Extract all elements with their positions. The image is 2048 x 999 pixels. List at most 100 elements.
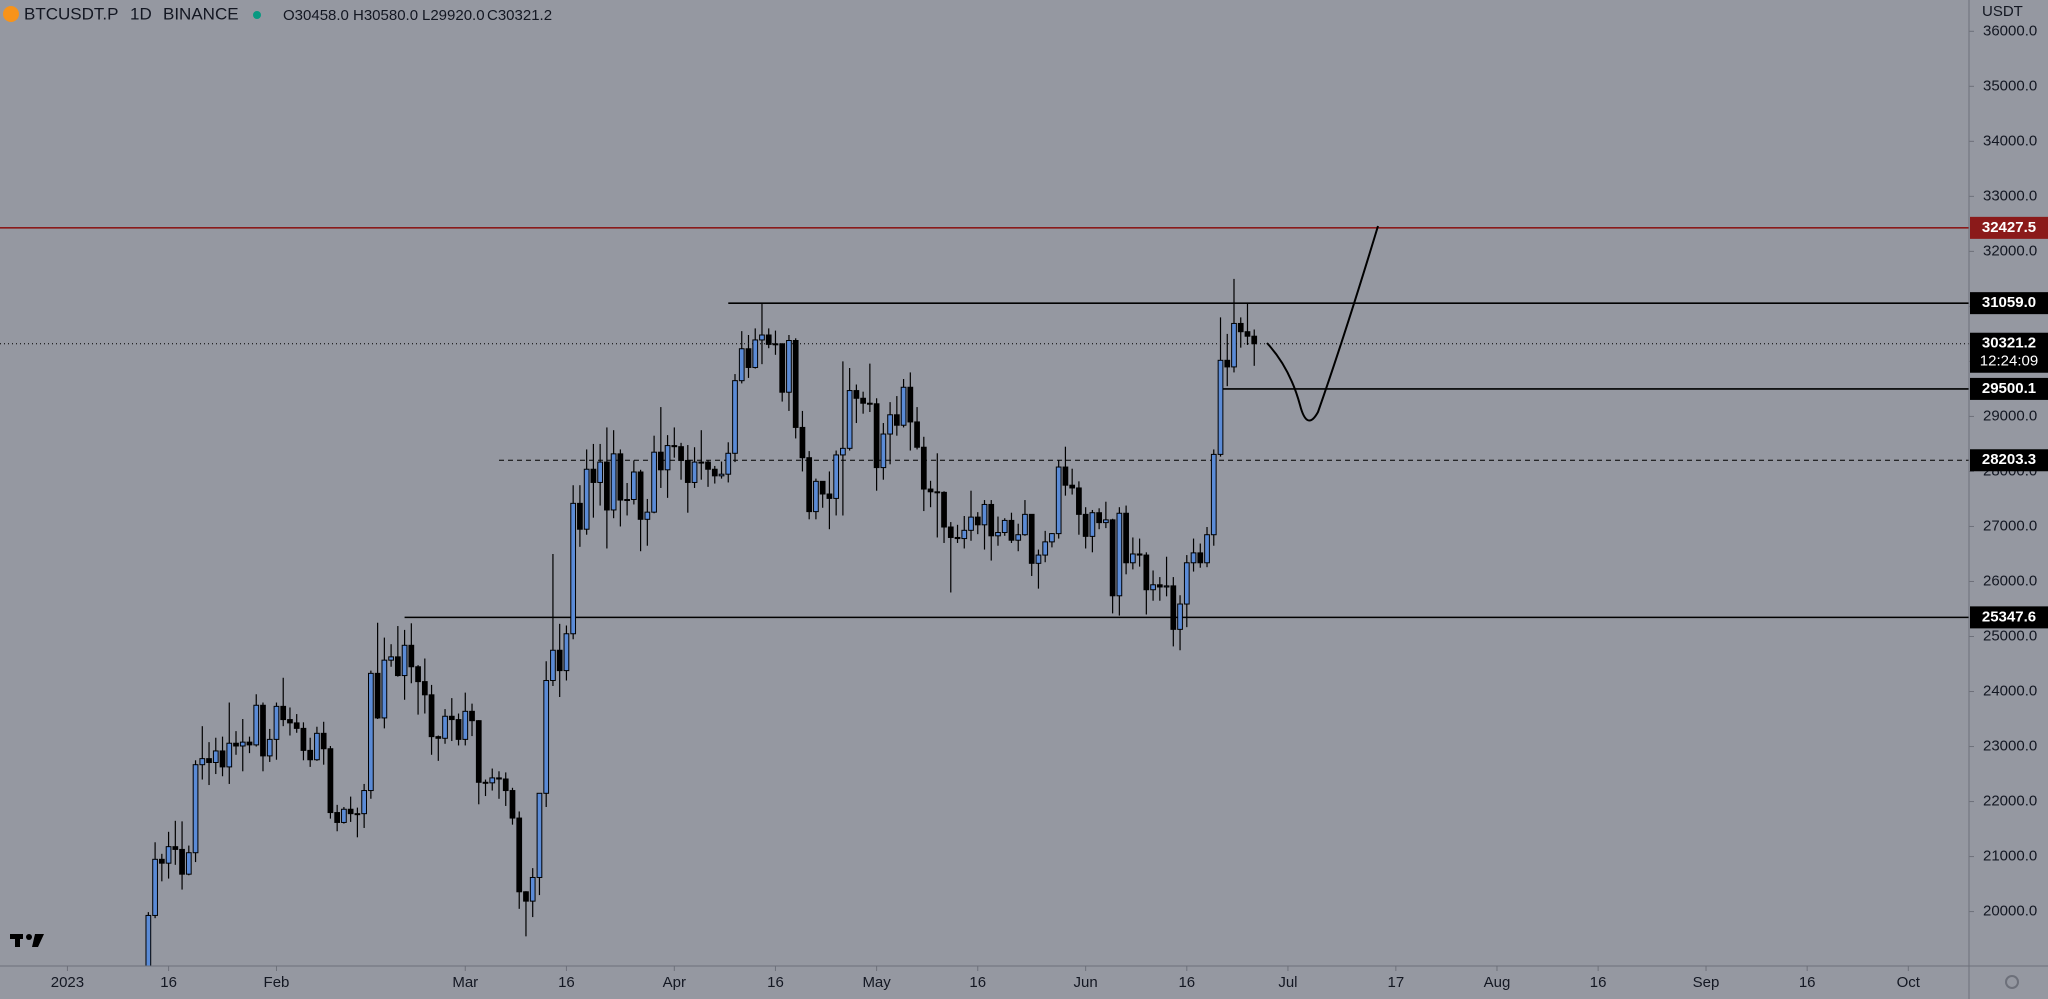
candle-body	[637, 471, 644, 520]
candle-body	[374, 672, 381, 719]
candle-body	[671, 445, 678, 448]
candle-body	[1049, 533, 1055, 543]
candle-body	[536, 792, 543, 878]
candle-body	[280, 705, 287, 721]
candle-body	[819, 480, 826, 495]
candle-body	[840, 447, 846, 456]
candle-body	[1055, 466, 1062, 535]
candle-body	[853, 390, 860, 399]
candle-body	[442, 715, 448, 739]
candle-body	[1177, 603, 1183, 630]
level-label: 28203.3	[1982, 451, 2036, 468]
candle-body	[765, 334, 772, 345]
candle-body	[914, 421, 920, 448]
candle-body	[752, 339, 759, 368]
candle-body	[1123, 512, 1129, 564]
candle-body	[630, 471, 637, 501]
ohlc-high: H30580.0	[353, 7, 418, 24]
candle-body	[759, 334, 765, 341]
candle-body	[172, 846, 179, 850]
candle-body	[448, 715, 455, 721]
y-tick-label: 26000.0	[1983, 572, 2037, 589]
candle-body	[813, 480, 819, 513]
tv-logo	[10, 934, 44, 947]
interval: 1D	[130, 4, 152, 23]
candle-body	[725, 452, 732, 475]
candle-body	[253, 704, 260, 746]
settings-icon[interactable]	[2005, 975, 2019, 989]
level-label-bg	[1970, 377, 2048, 400]
candle-body	[307, 749, 314, 761]
candle-body	[577, 502, 583, 530]
candle-body	[388, 656, 394, 661]
candle-body	[1082, 513, 1089, 537]
y-tick-label: 29000.0	[1983, 407, 2037, 424]
candle-body	[738, 348, 745, 382]
candle-body	[516, 817, 523, 893]
candle-body	[293, 722, 300, 729]
candle-body	[455, 719, 462, 740]
candle-body	[1028, 513, 1035, 564]
candle-body	[657, 451, 664, 471]
candle-body	[1015, 534, 1022, 541]
candle-body	[792, 340, 799, 428]
candle-body	[678, 446, 684, 461]
y-tick-label: 21000.0	[1983, 848, 2037, 865]
candle-body	[1210, 453, 1217, 536]
candle-body	[347, 808, 354, 815]
candle-body	[394, 656, 401, 677]
currency[interactable]: USDT	[1982, 3, 2023, 20]
candle-body	[529, 876, 536, 902]
x-tick-label: May	[862, 974, 891, 991]
level-label: 31059.0	[1982, 294, 2036, 311]
y-tick-label: 32000.0	[1983, 242, 2037, 259]
y-tick-label: 35000.0	[1983, 77, 2037, 94]
ohlc-low: L29920.0	[422, 7, 485, 24]
countdown: 12:24:09	[1980, 353, 2038, 370]
status-dot	[253, 11, 261, 19]
candle-body	[239, 741, 246, 747]
candle-body	[266, 738, 273, 757]
candle-body	[893, 414, 900, 426]
candle-body	[1136, 553, 1143, 556]
candle-body	[1076, 487, 1082, 515]
candle-body	[1022, 513, 1028, 536]
level-label: 30321.2	[1982, 335, 2036, 352]
x-tick-label: 16	[1799, 974, 1816, 991]
x-tick-label: 16	[160, 974, 177, 991]
candle-body	[684, 459, 691, 483]
y-tick-label: 36000.0	[1983, 22, 2037, 39]
candle-body	[354, 813, 361, 816]
candle-body	[428, 694, 435, 738]
x-tick-label: 2023	[51, 974, 84, 991]
candle-body	[408, 644, 415, 668]
candle-body	[651, 451, 657, 513]
candle-body	[482, 781, 489, 784]
candle-body	[947, 526, 954, 538]
candle-body	[786, 340, 792, 393]
candle-body	[462, 710, 469, 740]
y-tick-label: 20000.0	[1983, 903, 2037, 920]
candle-body	[179, 848, 185, 875]
candle-body	[502, 778, 509, 792]
candle-body	[1237, 322, 1244, 333]
candle-body	[1008, 519, 1015, 541]
candle-body	[1204, 534, 1210, 564]
candle-body	[496, 777, 502, 780]
candle-body	[1251, 335, 1258, 345]
level-label: 29500.1	[1982, 380, 2036, 397]
y-tick-label: 27000.0	[1983, 517, 2037, 534]
candle-body	[664, 445, 671, 471]
x-tick-label: 16	[969, 974, 986, 991]
candle-body	[300, 727, 307, 751]
candle-body	[887, 414, 893, 435]
candle-body	[1231, 322, 1237, 368]
candle-body	[550, 649, 556, 682]
candle-body	[1062, 466, 1069, 486]
candle-body	[381, 659, 388, 719]
candle-body	[233, 742, 239, 747]
candle-body	[610, 453, 617, 511]
candle-body	[644, 511, 651, 520]
candle-body	[799, 426, 806, 459]
